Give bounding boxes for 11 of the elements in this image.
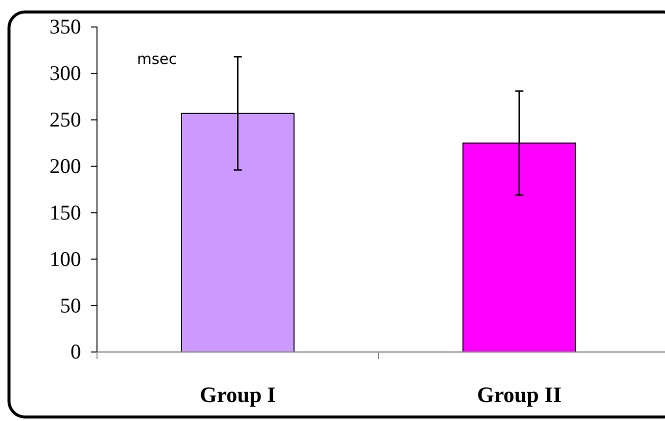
y-tick-label: 250: [50, 108, 81, 132]
y-tick-label: 0: [70, 340, 81, 364]
x-tick-label: Group I: [200, 382, 276, 407]
y-axis-title: msec: [137, 50, 177, 68]
y-tick-label: 200: [50, 154, 81, 178]
y-tick-label: 50: [60, 293, 81, 318]
y-tick-label: 150: [50, 200, 81, 224]
y-tick-label: 100: [50, 246, 81, 271]
x-tick-label: Group II: [476, 382, 562, 407]
y-tick-label: 300: [50, 61, 81, 86]
y-tick-label: 350: [50, 14, 81, 39]
